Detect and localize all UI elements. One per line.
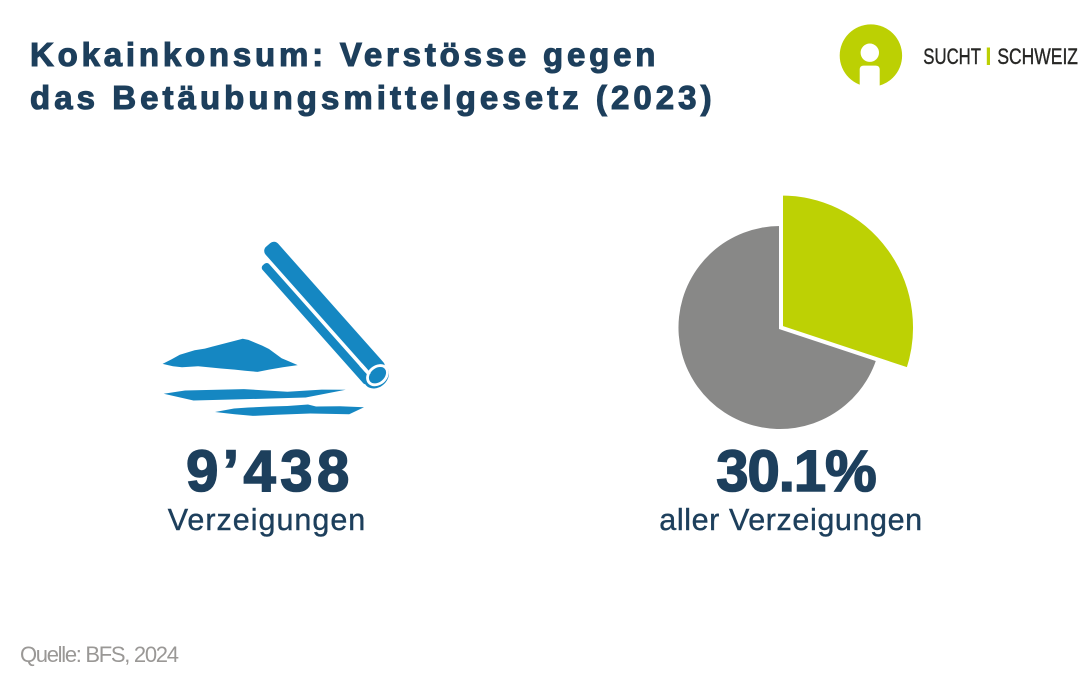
- svg-text:SUCHT: SUCHT: [923, 44, 981, 69]
- svg-text:SCHWEIZ: SCHWEIZ: [997, 44, 1078, 69]
